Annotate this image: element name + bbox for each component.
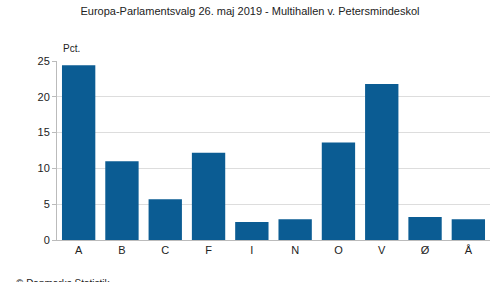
svg-text:10: 10	[38, 162, 50, 174]
svg-text:Pct.: Pct.	[63, 43, 80, 54]
svg-text:15: 15	[38, 126, 50, 138]
svg-text:O: O	[334, 244, 343, 256]
svg-text:© Danmarks Statistik: © Danmarks Statistik	[16, 278, 111, 282]
svg-text:I: I	[250, 244, 253, 256]
svg-text:Ø: Ø	[421, 244, 430, 256]
svg-text:V: V	[378, 244, 386, 256]
svg-text:B: B	[118, 244, 125, 256]
svg-text:N: N	[291, 244, 299, 256]
svg-text:Å: Å	[465, 244, 473, 256]
svg-text:A: A	[75, 244, 83, 256]
svg-text:Europa-Parlamentsvalg 26. maj: Europa-Parlamentsvalg 26. maj 2019 - Mul…	[80, 5, 419, 17]
svg-text:20: 20	[38, 91, 50, 103]
svg-text:25: 25	[38, 55, 50, 67]
svg-text:C: C	[161, 244, 169, 256]
svg-text:F: F	[205, 244, 212, 256]
svg-text:0: 0	[44, 234, 50, 246]
svg-text:5: 5	[44, 198, 50, 210]
